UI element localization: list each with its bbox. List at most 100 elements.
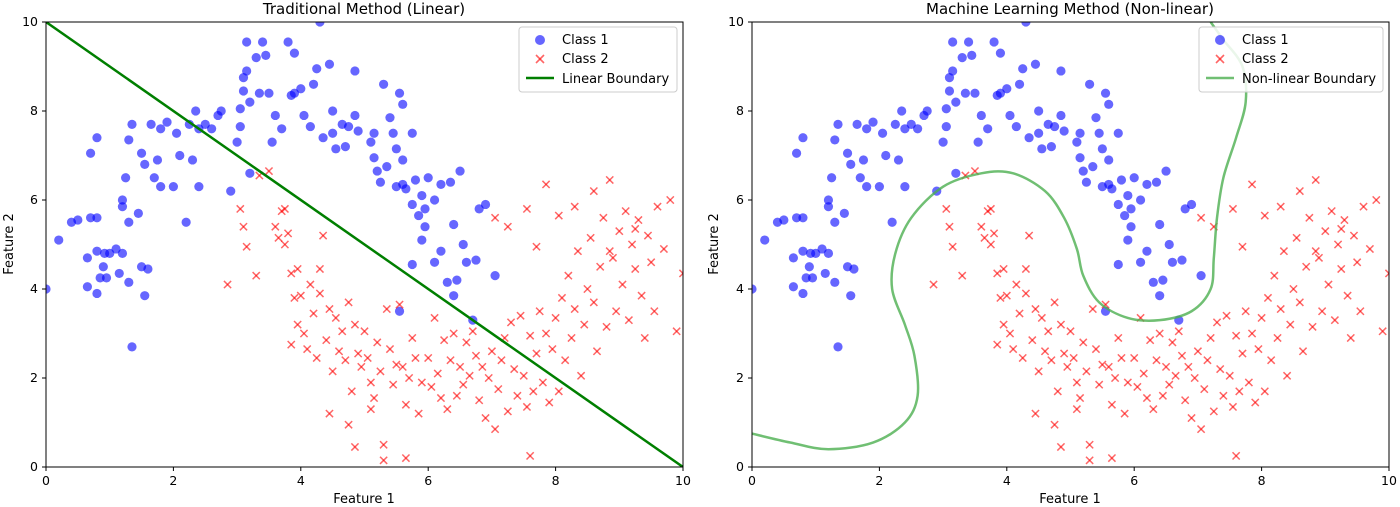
class2-point	[1091, 344, 1101, 354]
class1-point	[900, 124, 910, 134]
class1-point	[862, 124, 872, 134]
class2-point	[576, 371, 586, 380]
class1-point	[95, 273, 105, 283]
class1-point	[1075, 128, 1085, 138]
class2-point	[516, 311, 525, 320]
class2-point	[510, 364, 519, 374]
class2-point	[602, 322, 611, 331]
class2-point	[395, 300, 404, 309]
class2-point	[1302, 262, 1311, 271]
marks	[46, 22, 683, 467]
class2-point	[490, 425, 500, 434]
class1-point	[181, 217, 191, 227]
class1-point	[960, 88, 970, 98]
axis-ticks: 0 2 4 6 8 10 0 2 4 6 8 10	[22, 14, 691, 488]
class2-point	[252, 271, 261, 280]
class2-point	[605, 247, 614, 256]
class2-point	[1145, 336, 1155, 345]
class2-point	[605, 175, 614, 185]
class1-point	[429, 195, 440, 205]
x-tick-label: 8	[552, 473, 560, 488]
y-tick-label: 6	[736, 192, 744, 207]
class2-point	[1028, 336, 1037, 345]
y-tick-label: 0	[30, 459, 38, 474]
class2-point	[1031, 304, 1040, 314]
class1-point	[801, 273, 811, 283]
class2-point	[1305, 213, 1314, 222]
class1-point	[296, 84, 306, 94]
class2-point	[1276, 304, 1285, 314]
class1-point	[1113, 128, 1123, 138]
class2-point	[1012, 280, 1021, 289]
class2-point	[455, 362, 465, 372]
class2-point	[666, 195, 675, 205]
class2-point	[1184, 362, 1193, 372]
class1-point	[1164, 239, 1174, 250]
class2-point	[1337, 224, 1346, 234]
class1-point	[1158, 275, 1168, 285]
class2-point	[570, 304, 579, 314]
class2-point	[1082, 367, 1091, 376]
class2-point	[640, 333, 649, 343]
class1-point	[1091, 113, 1101, 123]
class1-point	[449, 219, 459, 230]
class2-point	[529, 387, 538, 396]
class1-point	[1034, 128, 1044, 138]
class2-point	[462, 338, 471, 347]
x-tick-label: 10	[675, 473, 691, 488]
class1-point	[436, 179, 446, 190]
class2-point	[475, 396, 484, 405]
class1-point	[1078, 166, 1088, 176]
class1-point	[414, 210, 424, 221]
class2-point	[1206, 333, 1215, 343]
class1-point	[1034, 106, 1044, 116]
class1-point	[1002, 84, 1012, 94]
class2-point	[1187, 413, 1196, 423]
class1-point	[140, 159, 150, 169]
class1-point	[1129, 173, 1139, 183]
class2-point	[1181, 396, 1190, 405]
class1-point	[804, 262, 814, 272]
class2-point	[1384, 269, 1389, 278]
class1-point	[846, 291, 856, 301]
class1-point	[312, 64, 322, 74]
class1-point	[366, 137, 376, 147]
class2-point	[1053, 387, 1062, 396]
class1-point	[948, 66, 958, 76]
class1-point	[1180, 204, 1190, 214]
legend: Class 1 Class 2 Linear Boundary	[518, 26, 678, 93]
class1-point	[823, 195, 834, 205]
class2-point	[647, 258, 656, 267]
class1-point	[957, 53, 967, 63]
class1-point	[136, 148, 147, 158]
class2-point	[1216, 364, 1225, 374]
class2-point	[1279, 247, 1289, 256]
x-tick-label: 0	[748, 473, 756, 488]
class1-point	[1148, 277, 1158, 287]
legend-label-class2: Class 2	[1242, 52, 1289, 67]
class2-point	[312, 353, 321, 363]
class1-point	[868, 117, 878, 127]
class2-point	[1139, 369, 1148, 378]
class1-point	[98, 262, 108, 272]
legend-label-class2: Class 2	[562, 52, 609, 67]
class1-point	[114, 268, 124, 279]
class1-point	[251, 53, 261, 63]
class1-point	[401, 184, 411, 194]
class2-point	[379, 440, 388, 449]
class1-point	[1049, 121, 1060, 132]
class2-point	[1005, 329, 1015, 338]
class2-point	[1209, 407, 1218, 416]
class1-point	[398, 155, 408, 165]
class2-point	[643, 231, 653, 240]
class1-point	[445, 177, 456, 187]
class1-point	[162, 117, 172, 127]
class2-point	[401, 453, 411, 463]
class2-point	[242, 242, 251, 251]
class1-point	[216, 106, 226, 116]
class2-point	[1110, 373, 1120, 383]
class1-point	[73, 215, 83, 225]
class2-point	[436, 393, 446, 403]
class2-point	[513, 391, 522, 400]
class2-point	[1130, 353, 1139, 363]
